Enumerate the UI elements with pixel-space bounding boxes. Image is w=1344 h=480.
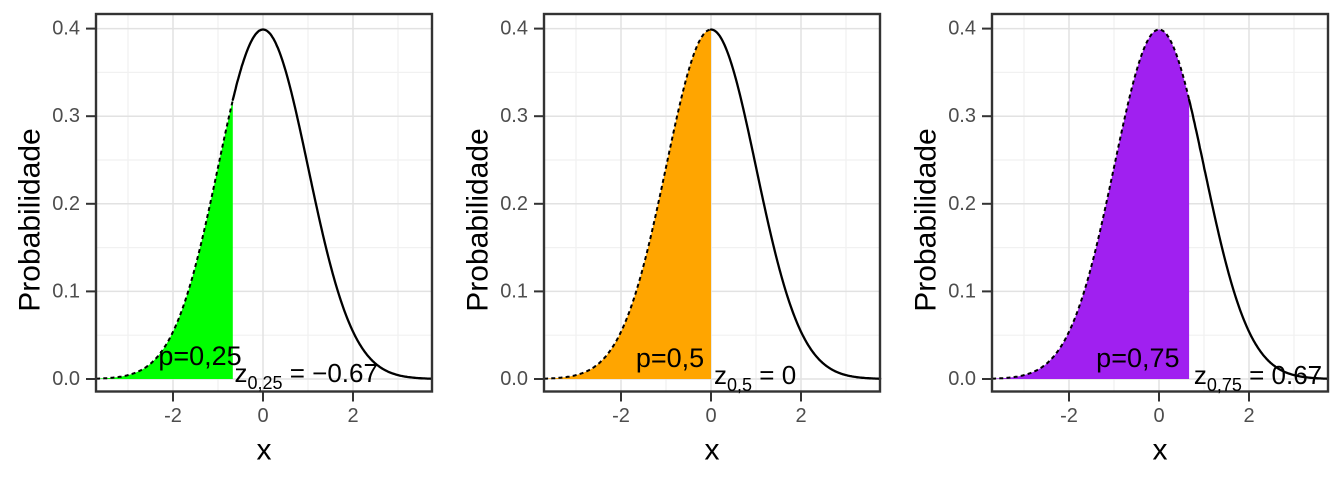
p-annotation: p=0,5 <box>636 343 704 373</box>
z-annotation: z0,25 = −0.67 <box>234 358 377 393</box>
density-curve <box>231 28 433 380</box>
x-tick-label: -2 <box>164 405 182 427</box>
y-axis-title: Probabilidade <box>462 128 495 311</box>
x-axis-title: x <box>1153 434 1168 467</box>
y-tick-label: 0.4 <box>948 18 976 40</box>
density-curve <box>1187 98 1329 380</box>
y-tick-label: 0.0 <box>948 368 976 390</box>
panel-border <box>542 12 882 393</box>
shaded-tail-region <box>544 29 711 379</box>
y-tick-label: 0.2 <box>52 193 80 215</box>
shaded-tail-region <box>96 99 233 380</box>
p-annotation: p=0,25 <box>158 341 241 371</box>
density-chart-quantile-75: -2 0 2 0.0 0.1 0.2 0.3 0.4 x Probabilidade p=0,75 z… <box>910 12 1330 467</box>
x-axis-title: x <box>257 434 272 467</box>
z-annotation: z0,5 = 0 <box>714 360 796 395</box>
y-tick-label: 0.2 <box>500 193 528 215</box>
density-chart-quantile-50: -2 0 2 0.0 0.1 0.2 0.3 0.4 x Probabilidade p=0,5 z0… <box>462 12 882 467</box>
x-tick-label: 2 <box>795 405 806 427</box>
x-tick-label: -2 <box>612 405 630 427</box>
shaded-tail-region <box>992 29 1190 379</box>
x-tick-label: 0 <box>705 405 716 427</box>
panel-quantile-50: -2 0 2 0.0 0.1 0.2 0.3 0.4 x Probabilidade p=0,5 z0… <box>448 0 896 480</box>
z-annotation: z0,75 = 0.67 <box>1194 360 1322 395</box>
plot-background <box>544 14 880 392</box>
x-axis-title: x <box>705 434 720 467</box>
y-tick-label: 0.1 <box>52 280 80 302</box>
density-curve <box>709 28 882 380</box>
plot-background <box>96 14 432 392</box>
y-tick-label: 0.2 <box>948 193 976 215</box>
y-tick-label: 0.0 <box>500 368 528 390</box>
y-tick-label: 0.4 <box>500 18 528 40</box>
y-tick-label: 0.1 <box>948 280 976 302</box>
x-tick-label: -2 <box>1060 405 1078 427</box>
y-tick-label: 0.4 <box>52 18 80 40</box>
x-tick-label: 2 <box>1243 405 1254 427</box>
density-curve-dashed <box>992 28 1191 380</box>
y-tick-label: 0.3 <box>500 105 528 127</box>
y-tick-label: 0.3 <box>948 105 976 127</box>
density-chart-quantile-25: -2 0 2 0.0 0.1 0.2 0.3 0.4 x Probabilidade p=0,25z… <box>14 12 434 467</box>
panel-quantile-75: -2 0 2 0.0 0.1 0.2 0.3 0.4 x Probabilidade p=0,75 z… <box>896 0 1344 480</box>
y-tick-label: 0.1 <box>500 280 528 302</box>
y-axis-title: Probabilidade <box>910 128 943 311</box>
panel-border <box>94 12 434 393</box>
y-axis-title: Probabilidade <box>14 128 47 311</box>
density-curve-dashed <box>96 99 234 380</box>
y-tick-label: 0.3 <box>52 105 80 127</box>
y-tick-label: 0.0 <box>52 368 80 390</box>
panel-border <box>990 12 1330 393</box>
p-annotation: p=0,75 <box>1096 343 1179 373</box>
panel-quantile-25: -2 0 2 0.0 0.1 0.2 0.3 0.4 x Probabilidade p=0,25 z… <box>0 0 448 480</box>
x-tick-label: 0 <box>1153 405 1164 427</box>
x-tick-label: 2 <box>347 405 358 427</box>
x-tick-label: 0 <box>257 405 268 427</box>
